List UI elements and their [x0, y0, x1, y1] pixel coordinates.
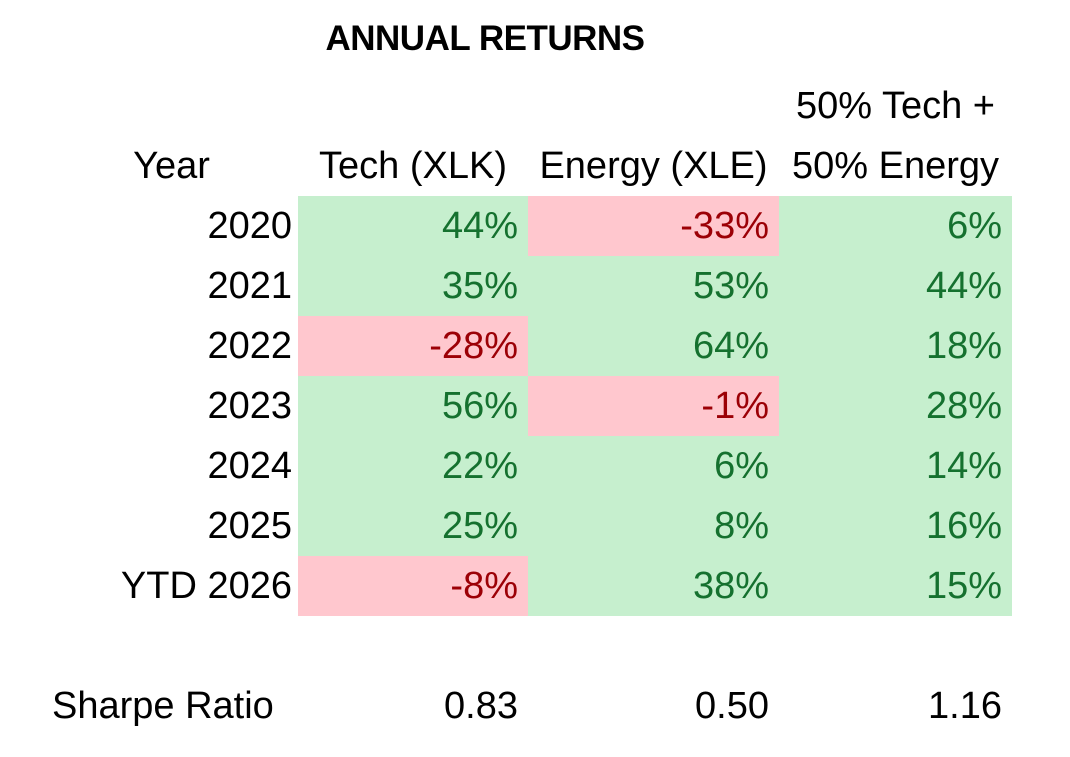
blend-return-2024[interactable]: 14% [779, 436, 1012, 496]
tech-return-2025[interactable]: 25% [298, 496, 528, 556]
column-header-blend-line2[interactable]: 50% Energy [791, 144, 999, 187]
sharpe-ratio-blend[interactable]: 1.16 [928, 684, 1002, 727]
energy-return-2022[interactable]: 64% [528, 316, 779, 376]
tech-return-2024[interactable]: 22% [298, 436, 528, 496]
energy-return-2023[interactable]: -1% [528, 376, 779, 436]
tech-return-2021[interactable]: 35% [298, 256, 528, 316]
blend-return-2020[interactable]: 6% [779, 196, 1012, 256]
blend-return-ytd-2026[interactable]: 15% [779, 556, 1012, 616]
tech-return-ytd-2026[interactable]: -8% [298, 556, 528, 616]
sharpe-ratio-energy[interactable]: 0.50 [695, 684, 769, 727]
energy-return-2020[interactable]: -33% [528, 196, 779, 256]
year-cell-2022[interactable]: 2022 [207, 324, 292, 367]
energy-return-2024[interactable]: 6% [528, 436, 779, 496]
blend-return-2021[interactable]: 44% [779, 256, 1012, 316]
empty-cell [45, 76, 298, 136]
column-header-blend-line1[interactable]: 50% Tech + [796, 84, 995, 127]
year-cell-2023[interactable]: 2023 [207, 384, 292, 427]
sharpe-ratio-label[interactable]: Sharpe Ratio [52, 684, 274, 727]
empty-cell [298, 76, 528, 136]
annual-returns-table: 50% Tech + Year Tech (XLK) Energy (XLE) … [45, 76, 1012, 736]
blend-return-2022[interactable]: 18% [779, 316, 1012, 376]
blend-return-2025[interactable]: 16% [779, 496, 1012, 556]
year-cell-ytd-2026[interactable]: YTD 2026 [120, 564, 292, 607]
tech-return-2022[interactable]: -28% [298, 316, 528, 376]
table-title: ANNUAL RETURNS [325, 19, 645, 58]
energy-return-2025[interactable]: 8% [528, 496, 779, 556]
empty-cell [528, 76, 779, 136]
year-cell-2020[interactable]: 2020 [207, 204, 292, 247]
energy-return-2021[interactable]: 53% [528, 256, 779, 316]
year-cell-2021[interactable]: 2021 [207, 264, 292, 307]
column-header-year[interactable]: Year [133, 144, 210, 187]
blend-return-2023[interactable]: 28% [779, 376, 1012, 436]
column-header-tech[interactable]: Tech (XLK) [319, 144, 507, 187]
column-header-energy[interactable]: Energy (XLE) [539, 144, 768, 187]
year-cell-2024[interactable]: 2024 [207, 444, 292, 487]
sharpe-ratio-tech[interactable]: 0.83 [444, 684, 518, 727]
empty-row [45, 616, 1012, 676]
tech-return-2020[interactable]: 44% [298, 196, 528, 256]
year-cell-2025[interactable]: 2025 [207, 504, 292, 547]
tech-return-2023[interactable]: 56% [298, 376, 528, 436]
energy-return-ytd-2026[interactable]: 38% [528, 556, 779, 616]
